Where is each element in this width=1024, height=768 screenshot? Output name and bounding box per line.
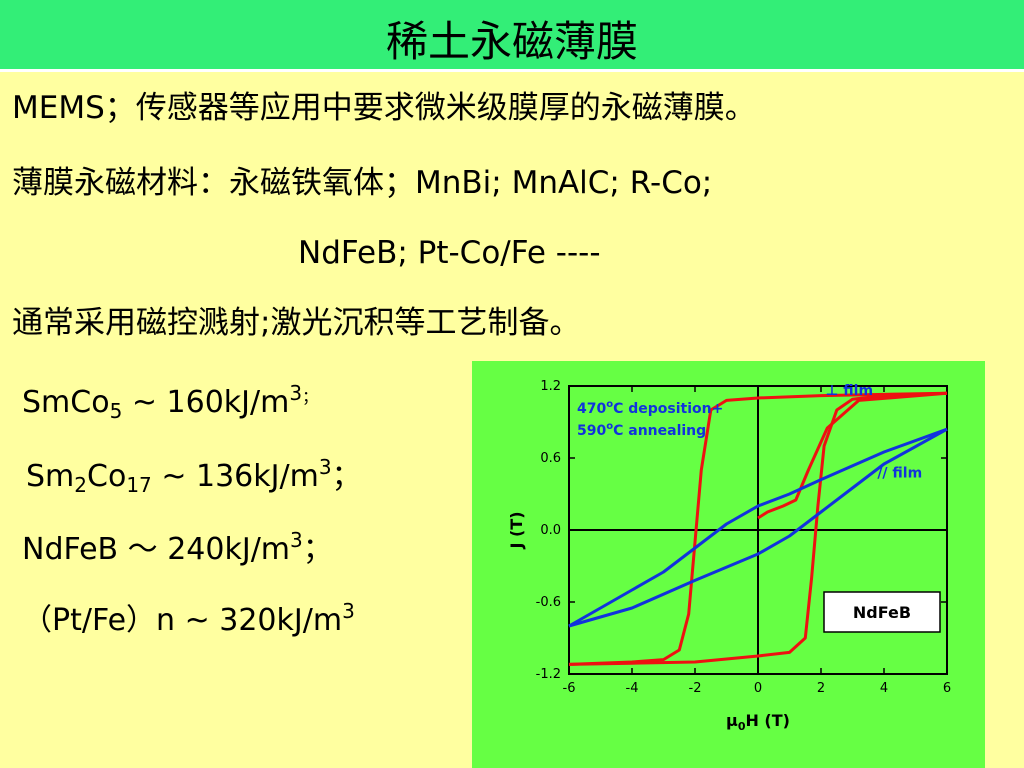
magnet-sm2co17-sub1: 2 (74, 473, 88, 497)
text-line-1: MEMS；传感器等应用中要求微米级膜厚的永磁薄膜。 (12, 90, 756, 126)
magnet-ptfe-sup: 3 (342, 599, 355, 623)
series-para-descending-line (568, 427, 948, 628)
x-tick-label: -6 (563, 681, 576, 696)
y-tick-label: -1.2 (536, 667, 561, 682)
magnet-smco5: SmCo5 ~ 160kJ/m3； (22, 373, 318, 431)
magnet-sm2co17-sm: Sm (26, 459, 75, 494)
magnet-smco5-sub: 5 (109, 399, 123, 423)
x-axis-title: μ0H (T) (726, 711, 790, 733)
magnet-ndfeb: NdFeB ～ 240kJ/m3； (22, 520, 333, 570)
y-tick-label: -0.6 (536, 595, 561, 610)
text-line-4: 通常采用磁控溅射;激光沉积等工艺制备。 (12, 305, 581, 341)
hysteresis-chart: -6 -4 -2 0 2 4 6 1.2 0.6 0.0 -0.6 -1.2 μ0H (T) J (T) ⊥… (507, 379, 951, 733)
hysteresis-chart-panel: -6 -4 -2 0 2 4 6 1.2 0.6 0.0 -0.6 -1.2 μ0H (T) J (T) ⊥… (472, 361, 985, 768)
magnet-ndfeb-value: NdFeB ～ 240kJ/m (22, 532, 291, 567)
magnet-sm2co17: Sm2Co17 ~ 136kJ/m3； (26, 447, 362, 505)
x-tick-label: 4 (880, 681, 888, 696)
magnet-sm2co17-sep: ； (331, 459, 362, 494)
magnet-ptfe: （Pt/Fe）n ~ 320kJ/m3 (22, 591, 355, 641)
series-perp-minor_loop-line (757, 391, 948, 520)
slide-title: 稀土永磁薄膜 (385, 17, 638, 66)
sample-label-box (823, 591, 941, 633)
magnet-smco5-sup: 3 (289, 381, 303, 405)
magnet-sm2co17-co: Co (87, 459, 127, 494)
y-axis-title: J (T) (507, 511, 526, 549)
x-tick-label: -4 (626, 681, 639, 696)
magnet-sm2co17-value: ~ 136kJ/m (151, 459, 319, 494)
title-bar (0, 0, 1024, 72)
y-tick-label: 1.2 (540, 379, 561, 394)
y-tick-label: 0.6 (540, 451, 561, 466)
text-line-2: 薄膜永磁材料：永磁铁氧体；MnBi; MnAlC; R-Co; (12, 165, 713, 201)
magnet-sm2co17-sup: 3 (318, 455, 332, 479)
annotation-line-2: 590oC annealing (577, 421, 706, 439)
x-tick-label: 2 (817, 681, 825, 696)
magnet-ndfeb-sup: 3 (290, 528, 303, 552)
text-line-3: NdFeB; Pt-Co/Fe ---- (298, 235, 601, 271)
magnet-smco5-formula: SmCo (22, 385, 110, 420)
sample-label: NdFeB (853, 603, 911, 622)
x-tick-label: 6 (943, 681, 951, 696)
magnet-sm2co17-sub2: 17 (126, 473, 152, 497)
x-tick-label: -2 (689, 681, 702, 696)
legend-para-film: // film (877, 465, 922, 481)
magnet-ndfeb-sep: ； (302, 532, 333, 567)
magnet-smco5-value: ~ 160kJ/m (122, 385, 290, 420)
magnet-ptfe-value: （Pt/Fe）n ~ 320kJ/m (22, 603, 343, 638)
y-tick-label: 0.0 (540, 523, 561, 538)
series-perp-descending-line (568, 391, 948, 666)
series-para-ascending-line (568, 427, 948, 628)
annotation-line-1: 470oC deposition+ (577, 399, 723, 417)
series-perp-ascending-line (568, 391, 948, 666)
legend-perp-film: ⊥ film (826, 383, 873, 399)
x-tick-label: 0 (754, 681, 762, 696)
magnet-smco5-sep: ； (302, 387, 319, 406)
